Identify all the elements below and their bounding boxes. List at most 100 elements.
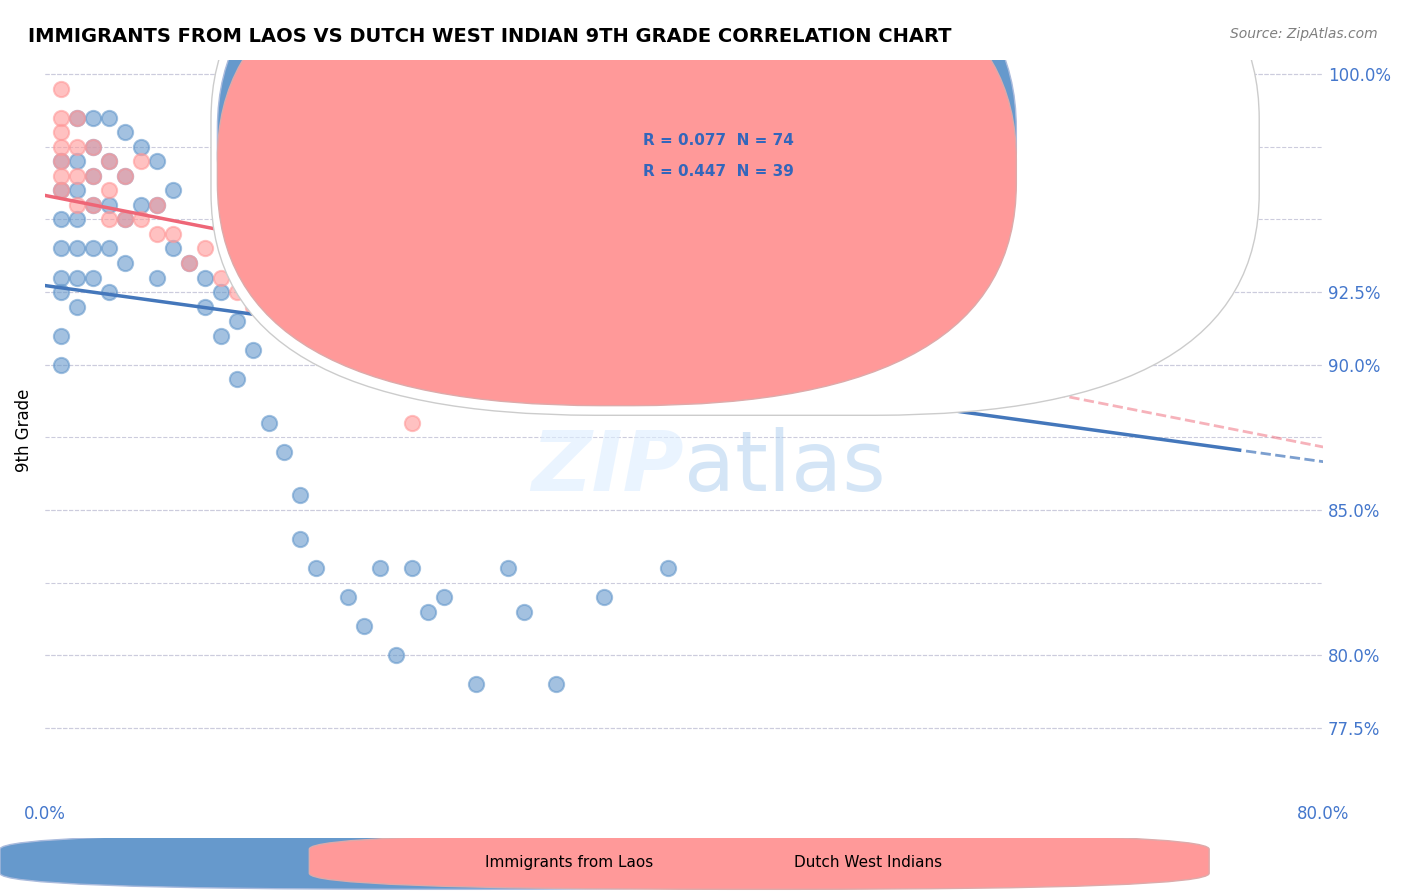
Point [1136,270,1159,285]
Point [66,300,89,314]
Point [97,285,120,299]
Point [49,183,72,197]
FancyBboxPatch shape [309,833,1209,889]
Point [1184,270,1206,285]
Point [114,212,136,227]
Point [290,488,312,502]
Point [546,677,568,691]
Text: R = 0.447  N = 39: R = 0.447 N = 39 [643,164,794,179]
Point [82,198,104,212]
Point [194,300,217,314]
FancyBboxPatch shape [0,833,900,889]
Point [97,154,120,169]
Point [162,242,184,256]
Point [49,125,72,139]
Point [194,270,217,285]
Point [242,300,264,314]
Point [593,372,616,386]
Point [993,256,1015,270]
Point [145,198,167,212]
Point [1073,242,1095,256]
Point [66,212,89,227]
Point [465,328,488,343]
Point [49,212,72,227]
Text: R = 0.077  N = 74: R = 0.077 N = 74 [643,133,794,148]
Point [433,591,456,605]
Point [177,256,200,270]
Point [177,256,200,270]
Point [162,227,184,241]
Point [209,285,232,299]
Point [305,561,328,575]
Point [97,198,120,212]
Point [257,416,280,430]
Point [129,140,152,154]
Point [657,561,679,575]
Point [66,270,89,285]
Point [49,140,72,154]
Point [82,140,104,154]
Point [49,81,72,95]
Point [66,154,89,169]
Point [290,532,312,546]
Point [129,198,152,212]
Point [97,154,120,169]
Point [82,169,104,183]
Text: Immigrants from Laos: Immigrants from Laos [485,855,654,870]
Point [401,561,423,575]
Point [114,125,136,139]
Point [66,242,89,256]
Text: ZIP: ZIP [531,426,683,508]
Text: Source: ZipAtlas.com: Source: ZipAtlas.com [1230,27,1378,41]
Point [82,169,104,183]
Point [704,300,727,314]
Point [145,154,167,169]
Point [114,256,136,270]
Point [273,445,295,459]
FancyBboxPatch shape [218,0,1017,375]
Point [114,212,136,227]
Point [82,198,104,212]
Point [66,198,89,212]
Point [513,372,536,386]
Point [273,270,295,285]
Point [49,358,72,372]
Point [337,358,360,372]
Point [97,242,120,256]
Point [401,416,423,430]
Point [82,242,104,256]
FancyBboxPatch shape [211,0,1260,416]
Point [880,256,903,270]
Point [145,270,167,285]
Point [385,648,408,663]
Point [370,561,392,575]
FancyBboxPatch shape [218,0,1017,406]
Point [66,169,89,183]
Point [370,372,392,386]
Point [290,314,312,328]
Point [82,140,104,154]
Point [242,343,264,358]
Point [66,111,89,125]
Point [82,270,104,285]
Point [49,270,72,285]
Point [145,227,167,241]
Y-axis label: 9th Grade: 9th Grade [15,388,32,472]
Point [49,328,72,343]
Point [129,154,152,169]
Point [225,372,247,386]
Point [1232,242,1254,256]
Point [496,561,519,575]
Point [66,111,89,125]
Point [209,270,232,285]
Point [785,242,807,256]
Point [305,343,328,358]
Point [49,111,72,125]
Point [418,605,440,619]
Point [129,212,152,227]
Point [145,198,167,212]
Point [225,285,247,299]
Point [66,140,89,154]
Point [49,242,72,256]
Point [945,270,967,285]
